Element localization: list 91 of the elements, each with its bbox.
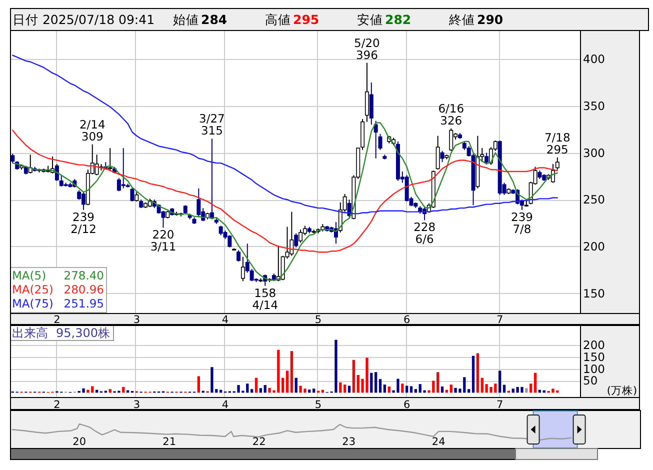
x-tick-label: 6 [403,314,410,326]
bar [294,378,298,393]
x-tick-label: 5 [314,399,322,411]
bar [530,384,532,393]
x-tick-label: 3 [133,399,140,411]
note: 158 4/14 [252,286,278,312]
bar [108,389,112,393]
bar [370,372,373,393]
y-tick-label: 300 [583,146,605,160]
x-tick-label: 4 [222,314,229,326]
bar [401,384,404,393]
x-tick-label: 23 [342,436,356,448]
bar [498,370,502,393]
text: 282 [385,12,412,27]
note: 3/27 315 [199,112,225,138]
x-tick-label: 7 [496,314,504,326]
text: 日付 2025/07/18 09:41 [12,12,155,27]
annotation: 251.95 [64,296,104,310]
y-tick-label: 50 [583,374,598,388]
x-tick-label: 2 [54,399,60,411]
y-tick-label: 200 [583,338,605,352]
x-tick-label: 22 [252,436,266,448]
bar [339,382,342,393]
bar [410,386,413,393]
text: 安値 [357,12,383,27]
bar [308,390,311,393]
y-tick-label: 400 [583,52,605,66]
bar [281,378,284,393]
y-tick-label: 150 [583,350,605,364]
x-tick-label: 20 [72,436,86,448]
bar [436,372,440,393]
text: 284 [201,12,228,27]
text: 終値 [448,12,475,27]
bar [476,353,480,393]
legend: MA(5) 278.40 MA(25) 280.96 MA(75) 251.95 [10,267,107,313]
bar [86,390,90,393]
bar [312,388,316,393]
y-tick-label: 250 [583,192,605,207]
x-tick-label: 4 [222,399,229,411]
bar [264,385,266,393]
bar [254,378,258,393]
x-tick-label: 2 [54,314,60,326]
x-tick-label: 24 [432,436,446,448]
x-tick-label: 5 [314,314,322,326]
y-tick-label: 200 [583,239,605,254]
caption: 出来高 95,300株 [10,325,114,341]
x-tick-label: 7 [496,399,504,411]
text: 高値 [265,12,291,27]
annotation: 出来高 [12,326,48,340]
text: 始値 [173,12,199,27]
bar [472,356,475,393]
bar [259,388,262,393]
annotation: 278.40 [64,268,104,282]
y-tick-label: 150 [583,286,605,300]
bar [374,372,378,393]
bar [250,389,254,393]
note: 239 7/8 [511,210,533,236]
bar [122,386,125,393]
bar [383,384,386,393]
bar [290,351,294,393]
note: 7/18 295 [544,130,570,156]
note: 6/16 326 [438,101,464,128]
x-tick-label: 6 [403,399,410,411]
bar [210,367,214,393]
y-axis-title: (万株) [606,384,638,397]
y-tick-label: 100 [583,362,605,376]
bar [343,384,346,393]
bar [525,388,528,393]
bar [450,384,452,393]
bar [378,379,382,393]
note: 239 2/12 [70,210,96,236]
bar [534,372,537,393]
note: 228 6/6 [414,220,436,246]
note: 220 3/11 [150,228,176,254]
bar [388,386,390,393]
x-tick-label: 3 [133,314,140,326]
x-tick-label: 21 [162,436,176,448]
text: 290 [477,12,504,27]
bar [82,388,85,393]
bar [197,376,200,393]
y-tick-label: 350 [583,98,605,113]
bar [440,386,444,393]
note: 2/14 309 [79,117,106,144]
annotation: 280.96 [64,282,104,296]
bar [286,370,289,393]
text: 295 [293,12,320,27]
note: 5/20 396 [354,36,380,62]
annotation: 95,300株 [56,326,110,340]
bar [414,389,418,393]
bar [352,360,356,393]
bar [468,389,470,393]
